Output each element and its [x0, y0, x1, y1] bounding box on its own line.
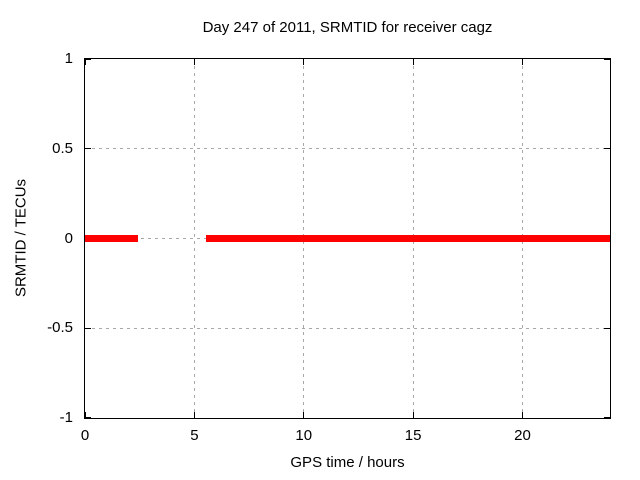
- y-tick-label: 1: [64, 50, 73, 67]
- x-tick-label: 5: [190, 427, 199, 444]
- x-tick-label: 15: [404, 427, 422, 444]
- y-tick-mark: [85, 59, 91, 60]
- x-tick-mark: [412, 59, 414, 65]
- y-tick-mark: [604, 327, 610, 329]
- y-tick-label: -0.5: [47, 319, 73, 337]
- x-tick-mark: [303, 59, 305, 65]
- y-tick-label: 0: [64, 229, 73, 247]
- y-tick-label: 0.5: [52, 139, 73, 157]
- y-tick-mark: [604, 417, 610, 418]
- x-tick-mark: [303, 412, 305, 418]
- y-tick-label: -1: [59, 409, 73, 426]
- plot-area: [84, 58, 611, 419]
- x-tick-mark: [193, 412, 195, 418]
- x-tick-mark: [193, 59, 195, 65]
- x-tick-label: 20: [514, 427, 531, 444]
- data-segment: [206, 235, 610, 242]
- x-tick-mark: [522, 59, 523, 65]
- x-tick-mark: [85, 59, 86, 65]
- gridline-vertical: [193, 59, 195, 418]
- x-tick-mark: [85, 412, 86, 418]
- gridline-horizontal: [85, 327, 610, 329]
- data-segment: [85, 235, 138, 242]
- chart-title: Day 247 of 2011, SRMTID for receiver cag…: [202, 19, 493, 36]
- y-tick-mark: [604, 148, 610, 150]
- x-axis-label: GPS time / hours: [290, 454, 405, 471]
- x-tick-label: 0: [80, 427, 90, 444]
- y-tick-mark: [85, 327, 91, 329]
- x-tick-mark: [522, 412, 523, 418]
- y-tick-mark: [85, 417, 91, 418]
- gridline-horizontal: [85, 148, 610, 150]
- x-tick-label: 10: [295, 427, 313, 444]
- x-tick-mark: [412, 412, 414, 418]
- y-tick-mark: [604, 59, 610, 60]
- y-tick-mark: [85, 148, 91, 150]
